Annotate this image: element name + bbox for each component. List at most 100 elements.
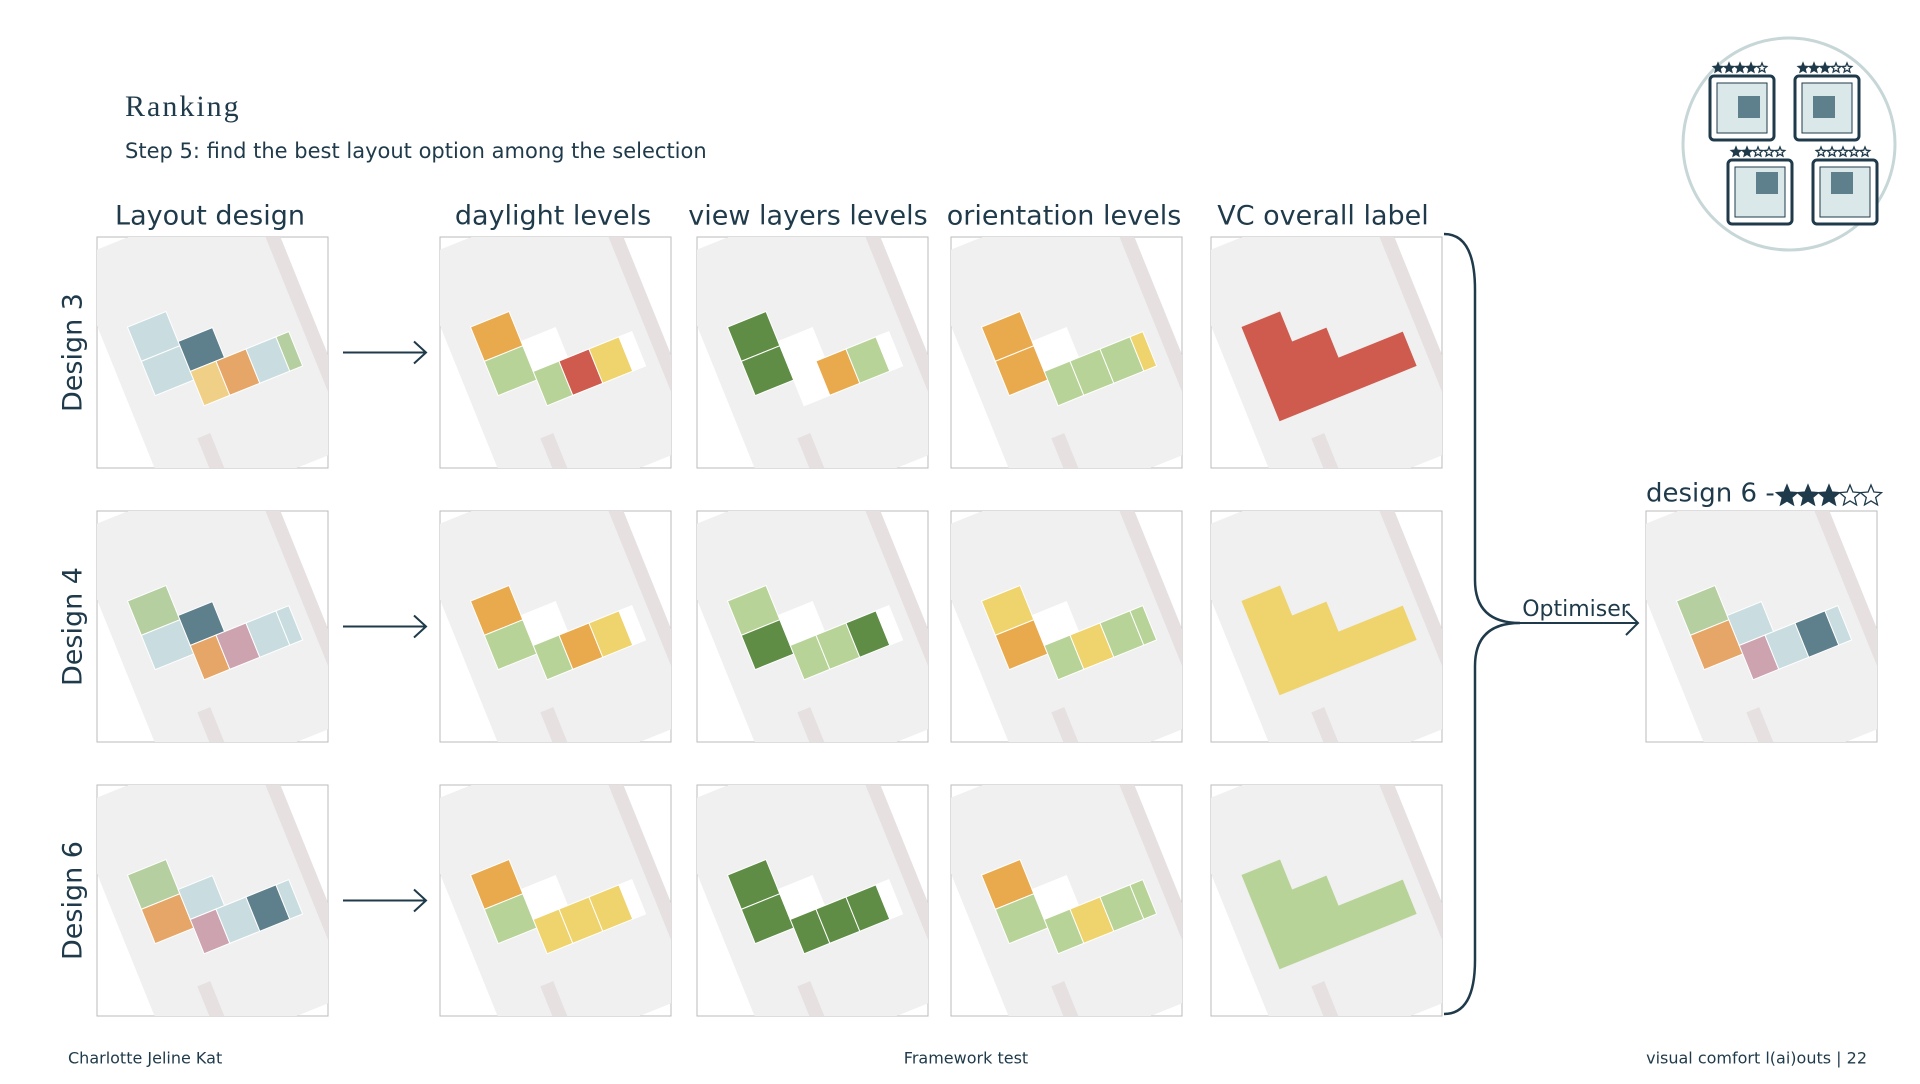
- brace: [1443, 232, 1521, 1016]
- site: [440, 237, 671, 468]
- site-rotated: [97, 511, 328, 742]
- rating-star: [1755, 61, 1769, 74]
- site-strip: [1360, 785, 1442, 995]
- plan-thumbnail: [1210, 510, 1443, 743]
- road: [1311, 981, 1359, 1016]
- room: [875, 604, 904, 646]
- site-strip: [846, 237, 928, 447]
- plan-thumbnail: [950, 510, 1183, 743]
- site-strip: [589, 785, 671, 995]
- site-rotated: [1211, 511, 1442, 742]
- plan-thumbnail: [696, 784, 929, 1017]
- site-strip: [246, 511, 328, 721]
- room: [1129, 330, 1158, 372]
- site: [951, 237, 1182, 468]
- site-rotated: [1646, 511, 1877, 742]
- rating-star: [1773, 145, 1787, 158]
- road: [1746, 707, 1794, 742]
- footer-page: visual comfort l(ai)outs | 22: [1646, 1049, 1867, 1068]
- plan-thumbnail: [96, 236, 329, 469]
- road: [197, 981, 245, 1016]
- site-strip: [246, 237, 328, 447]
- site: [951, 511, 1182, 742]
- building-label: [1241, 859, 1417, 970]
- icon-room: [1831, 172, 1853, 194]
- room: [275, 330, 304, 372]
- building-label: [1241, 311, 1417, 422]
- plan-thumbnail: [1210, 784, 1443, 1017]
- site: [97, 511, 328, 742]
- plan-thumbnail: [439, 236, 672, 469]
- road: [797, 433, 845, 468]
- site-strip: [1360, 511, 1442, 721]
- column-header: Layout design: [115, 201, 305, 232]
- building-label: [1241, 585, 1417, 696]
- row-label: Design 3: [58, 293, 89, 412]
- site-strip: [1100, 237, 1182, 447]
- road: [1311, 433, 1359, 468]
- rating-star: [1762, 145, 1776, 158]
- road: [1051, 707, 1099, 742]
- site: [697, 785, 928, 1016]
- rating-star: [1858, 483, 1884, 507]
- site-rotated: [951, 785, 1182, 1016]
- rating-star: [1796, 61, 1810, 74]
- icon-room: [1813, 96, 1835, 118]
- rating-star: [1795, 483, 1821, 507]
- room: [618, 878, 647, 920]
- plan-thumbnail: [696, 236, 929, 469]
- site-rotated: [1211, 785, 1442, 1016]
- rating-star: [1722, 61, 1736, 74]
- rating-star: [1774, 483, 1800, 507]
- road: [1051, 433, 1099, 468]
- rating-star: [1814, 145, 1828, 158]
- room: [275, 604, 304, 646]
- plan-thumbnail: [696, 510, 929, 743]
- site: [97, 237, 328, 468]
- site: [697, 511, 928, 742]
- site-strip: [1100, 511, 1182, 721]
- site: [440, 785, 671, 1016]
- road: [540, 981, 588, 1016]
- arrow-head: [413, 340, 428, 365]
- plan-thumbnail: [950, 784, 1183, 1017]
- room: [1129, 878, 1158, 920]
- site-rotated: [440, 511, 671, 742]
- arrow-head: [1625, 610, 1640, 636]
- rating-star: [1807, 61, 1821, 74]
- row-label: Design 4: [58, 567, 89, 686]
- rating-star: [1744, 61, 1758, 74]
- plan-thumbnail: [439, 510, 672, 743]
- room: [618, 330, 647, 372]
- road: [1311, 707, 1359, 742]
- rating-star: [1837, 483, 1863, 507]
- site: [951, 785, 1182, 1016]
- footer-author: Charlotte Jeline Kat: [68, 1049, 222, 1068]
- plan-thumbnail: [1645, 510, 1878, 743]
- road: [540, 707, 588, 742]
- room: [1129, 604, 1158, 646]
- site-strip: [246, 785, 328, 995]
- site-strip: [589, 237, 671, 447]
- room: [875, 330, 904, 372]
- column-header: daylight levels: [455, 201, 651, 232]
- road: [797, 707, 845, 742]
- icon-room: [1738, 96, 1760, 118]
- site: [97, 785, 328, 1016]
- column-header: orientation levels: [947, 201, 1182, 232]
- rating-star: [1847, 145, 1861, 158]
- result-label: design 6 -: [1646, 479, 1775, 509]
- row-label: Design 6: [58, 841, 89, 960]
- site-strip: [846, 785, 928, 995]
- rating-star: [1825, 145, 1839, 158]
- site-rotated: [951, 511, 1182, 742]
- plan-thumbnail: [950, 236, 1183, 469]
- site-strip: [1795, 511, 1877, 721]
- site-rotated: [440, 785, 671, 1016]
- site: [697, 237, 928, 468]
- site: [1211, 237, 1442, 468]
- site-rotated: [697, 237, 928, 468]
- rating-star: [1829, 61, 1843, 74]
- site-rotated: [97, 785, 328, 1016]
